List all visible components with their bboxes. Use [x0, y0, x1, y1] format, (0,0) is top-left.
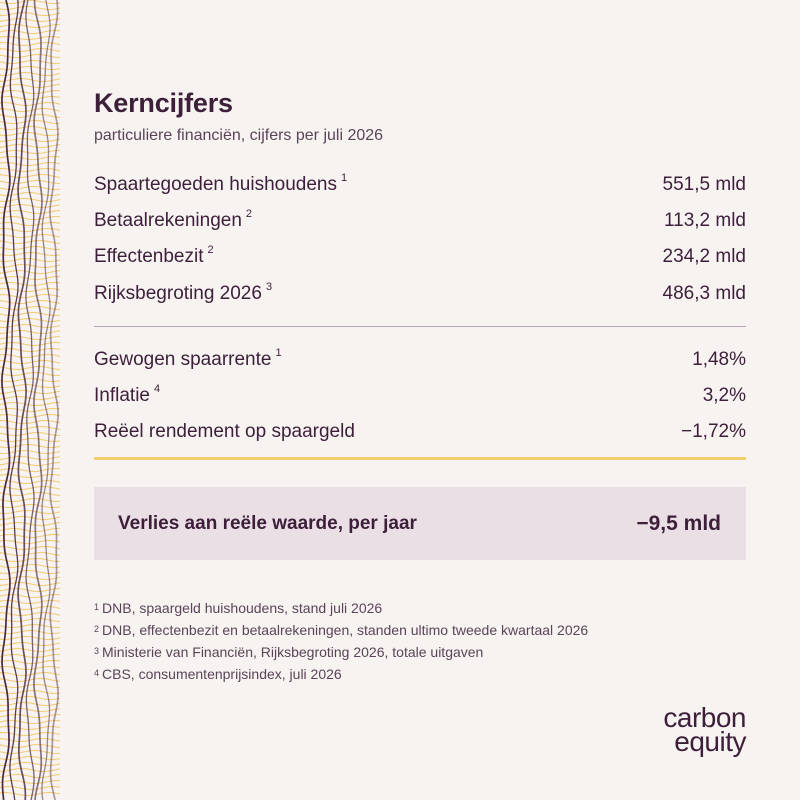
footnote: 1 DNB, spaargeld huishoudens, stand juli … [94, 600, 383, 616]
figure-value: 113,2 mld [663, 210, 746, 231]
figure-row-current-accounts: Betaalrekeningen 2 113,2 mld [94, 207, 746, 235]
summary-label: Verlies aan reële waarde, per jaar [118, 512, 417, 534]
figure-value: 3,2% [702, 385, 746, 406]
figure-label: Betaalrekeningen 2 [94, 208, 253, 231]
footnote: 3 Ministerie van Financiën, Rijksbegrotin… [94, 644, 484, 660]
figure-row-real-return: Reëel rendement op spaargeld −1,72% [94, 418, 746, 446]
accent-divider [94, 457, 746, 460]
summary-box: Verlies aan reële waarde, per jaar −9,5 … [94, 487, 746, 560]
key-figures-card: Kerncijfers particuliere financiën, cijf… [94, 0, 746, 800]
footnote: 2 DNB, effectenbezit en betaalrekeningen,… [94, 622, 589, 638]
figure-row-securities: Effectenbezit 2 234,2 mld [94, 243, 746, 271]
figure-row-state-budget: Rijksbegroting 2026 3 486,3 mld [94, 280, 746, 308]
figure-value: 486,3 mld [662, 283, 746, 304]
figure-value: −1,72% [681, 421, 746, 442]
figure-value: 551,5 mld [662, 174, 746, 195]
summary-value: −9,5 mld [636, 511, 721, 535]
section-divider [94, 326, 746, 327]
figure-row-inflation: Inflatie 4 3,2% [94, 382, 746, 410]
carbon-equity-logo: carbon equity [663, 702, 746, 757]
figure-row-savings: Spaartegoeden huishoudens 1 551,5 mld [94, 171, 746, 199]
page-title: Kerncijfers [94, 88, 233, 118]
figure-label: Rijksbegroting 2026 3 [94, 281, 273, 304]
footnote: 4 CBS, consumentenprijsindex, juli 2026 [94, 666, 342, 682]
figure-label: Inflatie 4 [94, 383, 161, 406]
figure-value: 234,2 mld [662, 246, 746, 267]
decorative-wave-pattern [0, 0, 62, 800]
figure-label: Spaartegoeden huishoudens 1 [94, 172, 348, 195]
footnotes: 1 DNB, spaargeld huishoudens, stand juli … [94, 597, 588, 685]
figure-label: Effectenbezit 2 [94, 244, 214, 267]
figure-row-savings-rate: Gewogen spaarrente 1 1,48% [94, 346, 746, 374]
figure-label: Gewogen spaarrente 1 [94, 347, 282, 370]
figure-value: 1,48% [692, 349, 746, 370]
page-subtitle: particuliere financiën, cijfers per juli… [94, 127, 384, 144]
figure-label: Reëel rendement op spaargeld [94, 421, 355, 442]
